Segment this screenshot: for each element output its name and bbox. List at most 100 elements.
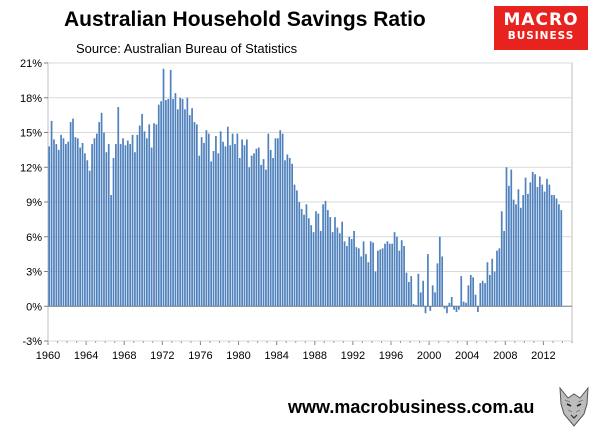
bar xyxy=(219,131,222,307)
bar xyxy=(243,145,246,307)
footer-url: www.macrobusiness.com.au xyxy=(288,397,535,417)
bar xyxy=(215,135,217,307)
bar xyxy=(546,178,548,307)
bar xyxy=(84,153,86,307)
x-tick-label: 1996 xyxy=(379,350,403,362)
bar xyxy=(334,217,336,307)
bar xyxy=(498,248,501,307)
bar xyxy=(57,149,60,307)
bar xyxy=(176,109,179,307)
bar xyxy=(65,144,67,307)
bar xyxy=(143,131,146,307)
logo-line-1: MACRO xyxy=(503,10,579,30)
bar xyxy=(348,236,351,307)
bar xyxy=(126,140,129,307)
bar xyxy=(205,130,208,307)
bar xyxy=(529,182,532,307)
bar xyxy=(236,133,239,307)
bar xyxy=(50,120,53,307)
bar xyxy=(508,185,510,307)
bar xyxy=(512,199,515,307)
bar xyxy=(550,195,553,307)
y-tick-label: 6% xyxy=(26,232,42,244)
bar xyxy=(527,193,529,307)
bar xyxy=(443,306,446,309)
bar xyxy=(145,138,148,307)
bar xyxy=(441,256,444,307)
bar xyxy=(150,147,153,307)
bar xyxy=(69,122,72,307)
bar xyxy=(291,163,293,307)
bar xyxy=(246,139,248,307)
bar xyxy=(438,236,441,307)
bar xyxy=(379,249,382,307)
bar xyxy=(355,247,358,307)
bar xyxy=(300,208,303,307)
bar xyxy=(212,151,215,307)
y-tick-label: 18% xyxy=(20,93,42,105)
x-tick-label: 1964 xyxy=(74,350,98,362)
bar xyxy=(329,217,332,307)
bar xyxy=(305,204,308,307)
bar xyxy=(393,232,396,307)
bar xyxy=(122,138,124,307)
bar xyxy=(488,274,491,307)
bar xyxy=(279,130,282,307)
bar xyxy=(181,98,184,307)
y-tick-label: 12% xyxy=(20,162,42,174)
bar xyxy=(460,276,463,307)
y-tick-label: 9% xyxy=(26,197,42,209)
bar xyxy=(479,283,482,307)
bar xyxy=(377,250,379,307)
bar xyxy=(450,296,453,307)
bar xyxy=(262,159,265,307)
x-tick-label: 1992 xyxy=(341,350,365,362)
bar xyxy=(417,273,420,307)
bar xyxy=(486,262,489,307)
bar xyxy=(341,221,344,307)
y-tick-label: 21% xyxy=(20,58,42,70)
bar xyxy=(93,138,96,307)
bar xyxy=(255,148,258,307)
bar xyxy=(386,241,389,307)
y-tick-label: 3% xyxy=(26,267,42,279)
bar xyxy=(477,306,479,313)
bar xyxy=(298,202,301,307)
bar xyxy=(267,133,270,307)
bar xyxy=(403,246,405,307)
bar xyxy=(288,157,291,307)
bar xyxy=(162,68,165,307)
x-tick-label: 2012 xyxy=(531,350,555,362)
bar xyxy=(103,132,105,307)
bar xyxy=(315,211,317,307)
bar xyxy=(62,138,65,307)
macrobusiness-logo: MACRO BUSINESS xyxy=(494,6,588,50)
bar xyxy=(517,189,520,307)
x-tick-label: 1984 xyxy=(264,350,288,362)
bar xyxy=(541,184,544,307)
bar xyxy=(469,274,472,307)
bar xyxy=(543,191,546,307)
bar xyxy=(169,69,172,307)
x-tick-label: 1988 xyxy=(303,350,327,362)
bar xyxy=(410,276,413,307)
bar xyxy=(138,125,141,307)
bar xyxy=(81,142,84,307)
bar xyxy=(412,303,415,307)
bar xyxy=(67,141,70,307)
bar xyxy=(274,138,277,307)
bar xyxy=(129,144,132,307)
bar xyxy=(95,133,98,307)
bar xyxy=(419,292,422,307)
bar xyxy=(538,176,541,307)
bar xyxy=(55,144,58,307)
bar xyxy=(286,154,289,307)
bar xyxy=(531,171,534,307)
bar xyxy=(153,123,155,307)
y-tick-label: 15% xyxy=(20,128,42,140)
bar xyxy=(317,213,320,307)
chart-source: Source: Australian Bureau of Statistics xyxy=(76,41,298,56)
bar xyxy=(296,190,298,307)
bar xyxy=(265,169,267,307)
